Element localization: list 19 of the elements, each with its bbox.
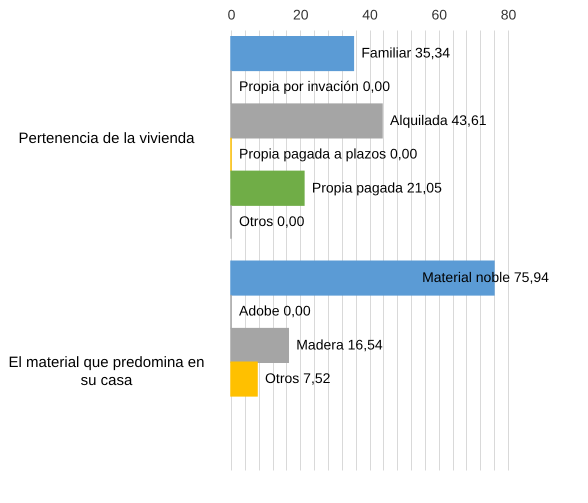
x-tick-label: 0 <box>228 6 236 22</box>
x-tick-label: 40 <box>362 6 378 22</box>
bar <box>230 361 258 397</box>
data-label: Propia pagada a plazos 0,00 <box>239 146 418 162</box>
x-tick-label: 60 <box>431 6 448 22</box>
data-label: Familiar 35,34 <box>361 44 450 61</box>
data-label: Adobe 0,00 <box>239 302 311 319</box>
data-label: Otros 7,52 <box>265 370 331 386</box>
bar <box>230 36 354 72</box>
data-label: Alquilada 43,61 <box>390 112 487 128</box>
y-tick-label: El material que predomina en su casa <box>8 354 204 390</box>
data-label: Otros 0,00 <box>239 212 305 229</box>
data-label: Propia pagada 21,05 <box>312 179 442 196</box>
data-label: Propia por invación 0,00 <box>239 78 390 94</box>
data-label: Madera 16,54 <box>296 336 383 352</box>
y-tick-label: Pertenencia de la vivienda <box>18 130 196 147</box>
x-tick-label: 80 <box>500 6 516 22</box>
bar <box>230 170 305 206</box>
x-tick-label: 20 <box>292 6 309 22</box>
